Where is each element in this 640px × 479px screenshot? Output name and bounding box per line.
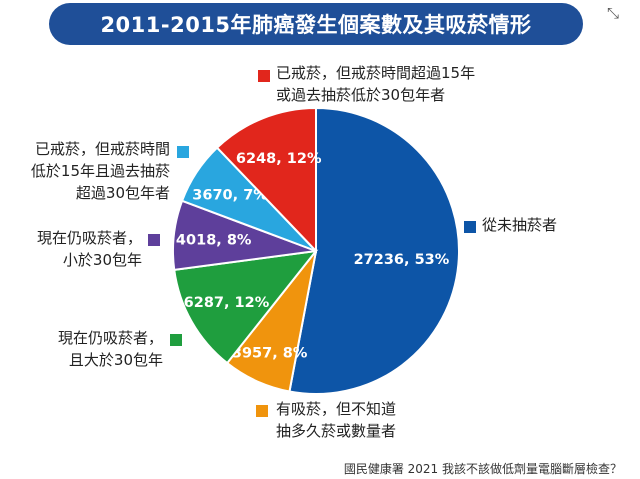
pie-slice-5 [215, 106, 317, 254]
legend-never-smoked: 從未抽菸者 [482, 216, 558, 234]
pie-slice-2 [173, 249, 319, 365]
source-caption: 國民健康署 2021 我該不該做低劑量電腦斷層檢查？ [343, 462, 622, 476]
pie-slice-label-3: 4018, 8% [176, 232, 252, 248]
legend-current-under-30: 現在仍吸菸者， 小於30包年 [36, 229, 142, 269]
pie-slice-label-2: 6287, 12% [184, 295, 270, 311]
chart-title-banner: 2011-2015年肺癌發生個案數及其吸菸情形 [49, 3, 583, 45]
pie-slice-label-4: 3670, 7% [192, 187, 268, 203]
legend-swatch-quit-over-15 [258, 70, 270, 82]
legend-swatch-unknown [256, 405, 268, 417]
pie-slice-label-5: 6248, 12% [236, 151, 322, 167]
chart-title: 2011-2015年肺癌發生個案數及其吸菸情形 [100, 13, 532, 37]
legend-quit-over-15: 已戒菸，但戒菸時間超過15年 或過去抽菸低於30包年者 [276, 64, 476, 104]
pie-slice-label-1: 3957, 8% [232, 345, 308, 361]
legend-swatch-never-smoked [464, 221, 476, 233]
legend-unknown-amount: 有吸菸，但不知道 抽多久菸或數量者 [276, 400, 397, 440]
legend-quit-under-15: 已戒菸，但戒菸時間 低於15年且過去抽菸 超過30包年者 [30, 140, 170, 202]
legend-swatch-current-over-30 [170, 334, 182, 346]
legend-current-over-30: 現在仍吸菸者， 且大於30包年 [57, 329, 163, 369]
pie-slice-0 [288, 106, 460, 395]
legend-swatch-current-under-30 [148, 234, 160, 246]
legend-swatch-quit-under-15 [177, 146, 189, 158]
expand-icon[interactable]: ⤡ [606, 4, 619, 22]
pie-slice-label-0: 27236, 53% [354, 252, 450, 268]
